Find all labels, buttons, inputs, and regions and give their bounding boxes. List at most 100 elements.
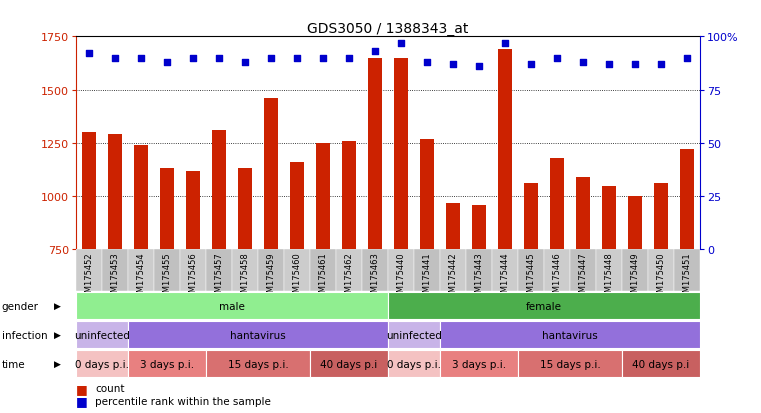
Text: GSM175462: GSM175462 — [345, 252, 354, 303]
Bar — [648, 250, 674, 291]
Text: GSM175461: GSM175461 — [319, 252, 327, 303]
Point — [395, 40, 407, 47]
Bar — [160, 169, 174, 250]
Text: GSM175448: GSM175448 — [605, 252, 613, 303]
Bar — [212, 131, 226, 250]
Point — [681, 55, 693, 62]
Bar — [186, 171, 200, 250]
Text: GSM175442: GSM175442 — [449, 252, 457, 302]
Text: gender: gender — [2, 301, 39, 311]
Text: 15 days p.i.: 15 days p.i. — [540, 359, 600, 369]
Bar — [498, 50, 512, 250]
Bar — [128, 250, 154, 291]
Bar — [206, 350, 310, 377]
Bar — [368, 59, 382, 250]
Point — [187, 55, 199, 62]
Bar — [128, 350, 206, 377]
Bar — [518, 350, 622, 377]
Text: GSM175444: GSM175444 — [501, 252, 510, 302]
Bar — [76, 350, 128, 377]
Text: GSM175456: GSM175456 — [189, 252, 198, 303]
Bar — [544, 250, 570, 291]
Point — [629, 62, 642, 68]
Bar — [388, 350, 440, 377]
Point — [239, 59, 251, 66]
Text: GSM175447: GSM175447 — [578, 252, 587, 303]
Text: GSM175445: GSM175445 — [527, 252, 536, 302]
Text: 40 days p.i: 40 days p.i — [632, 359, 689, 369]
Bar — [206, 250, 232, 291]
Bar — [284, 250, 310, 291]
Point — [83, 51, 95, 57]
Text: GSM175450: GSM175450 — [657, 252, 666, 302]
Text: GSM175455: GSM175455 — [163, 252, 171, 302]
Bar — [310, 250, 336, 291]
Bar — [388, 292, 700, 320]
Text: 0 days p.i.: 0 days p.i. — [75, 359, 129, 369]
Bar — [622, 250, 648, 291]
Bar — [550, 159, 564, 250]
Bar — [154, 250, 180, 291]
Bar — [414, 250, 440, 291]
Text: hantavirus: hantavirus — [231, 330, 286, 340]
Text: GSM175457: GSM175457 — [215, 252, 224, 303]
Point — [551, 55, 563, 62]
Bar — [76, 292, 388, 320]
Text: GSM175440: GSM175440 — [396, 252, 406, 302]
Text: ■: ■ — [76, 394, 88, 407]
Text: 3 days p.i.: 3 days p.i. — [140, 359, 194, 369]
Text: GSM175463: GSM175463 — [371, 252, 380, 303]
Point — [135, 55, 147, 62]
Bar — [440, 250, 466, 291]
Text: GSM175460: GSM175460 — [293, 252, 301, 303]
Text: GSM175446: GSM175446 — [552, 252, 562, 303]
Point — [161, 59, 174, 66]
Text: male: male — [219, 301, 245, 311]
Text: GSM175441: GSM175441 — [422, 252, 431, 302]
Bar — [362, 250, 388, 291]
Text: uninfected: uninfected — [386, 330, 442, 340]
Bar — [440, 350, 518, 377]
Point — [525, 62, 537, 68]
Bar — [134, 146, 148, 250]
Point — [291, 55, 303, 62]
Text: uninfected: uninfected — [74, 330, 130, 340]
Point — [343, 55, 355, 62]
Text: 3 days p.i.: 3 days p.i. — [452, 359, 506, 369]
Bar — [654, 184, 668, 250]
Bar — [570, 250, 596, 291]
Text: GSM175451: GSM175451 — [683, 252, 692, 302]
Bar — [76, 250, 102, 291]
Bar — [258, 250, 284, 291]
Point — [265, 55, 277, 62]
Bar — [102, 250, 128, 291]
Bar — [342, 141, 356, 250]
Text: GSM175454: GSM175454 — [137, 252, 145, 302]
Text: ■: ■ — [76, 382, 88, 395]
Point — [317, 55, 330, 62]
Text: GSM175459: GSM175459 — [266, 252, 275, 302]
Bar — [264, 99, 279, 250]
Text: GSM175443: GSM175443 — [475, 252, 483, 303]
Bar — [472, 205, 486, 250]
Bar — [420, 139, 435, 250]
Point — [499, 40, 511, 47]
Bar — [576, 178, 591, 250]
Bar — [492, 250, 518, 291]
Bar — [622, 350, 700, 377]
Bar — [128, 321, 388, 349]
Text: percentile rank within the sample: percentile rank within the sample — [95, 396, 271, 406]
Point — [421, 59, 433, 66]
Bar — [524, 184, 538, 250]
Text: ▶: ▶ — [53, 301, 61, 311]
Point — [369, 49, 381, 55]
Text: infection: infection — [2, 330, 47, 340]
Text: female: female — [526, 301, 562, 311]
Bar — [290, 163, 304, 250]
Text: count: count — [95, 383, 125, 393]
Point — [577, 59, 589, 66]
Point — [655, 62, 667, 68]
Bar — [82, 133, 96, 250]
Bar — [388, 250, 414, 291]
Bar — [232, 250, 258, 291]
